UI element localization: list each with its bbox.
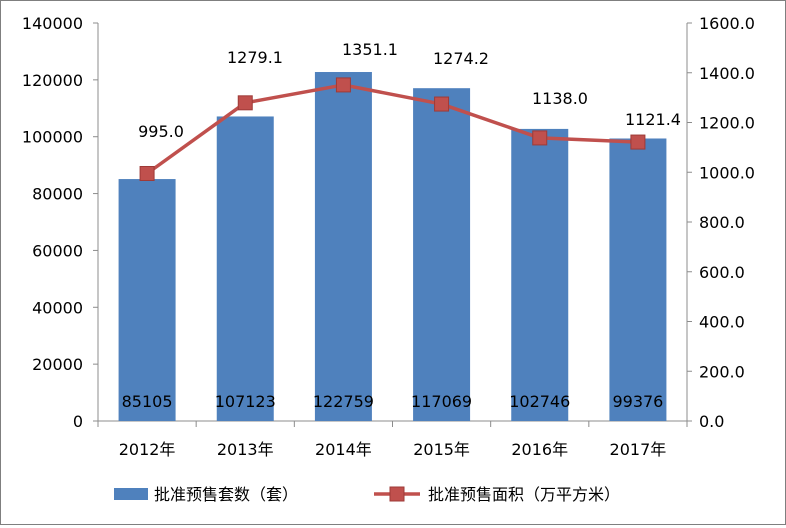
x-tick-label: 2017年 [610,440,667,459]
legend-bar-swatch [114,488,148,500]
line-marker [139,165,155,181]
data-labels: 85105 107123 122759 117069 102746 99376 995.0 1… [122,40,681,411]
bar-series [118,72,667,422]
y-right-tick-label: 1000.0 [699,163,755,182]
y-right-tick-label: 200.0 [699,362,745,381]
bar [609,138,667,422]
y-left-tick-label: 0 [73,412,83,431]
y-right-tick-label: 1400.0 [699,64,755,83]
line-data-label: 1138.0 [532,89,588,108]
y-left-tick-label: 100000 [22,128,83,147]
bar-data-label: 117069 [411,392,472,411]
y-right-tick-label: 600.0 [699,263,745,282]
y-left-tick-label: 140000 [22,14,83,33]
bar [511,128,569,421]
bar [118,179,176,421]
bar [413,88,471,421]
axes: 0 20000 40000 60000 80000 100000 120000 140000 0… [22,14,755,459]
bar-data-label: 99376 [612,392,663,411]
bar [216,116,274,422]
x-tick-label: 2014年 [315,440,372,459]
bar-data-label: 122759 [313,392,374,411]
bar-data-label: 107123 [215,392,276,411]
y-right-tick-label: 1200.0 [699,114,755,133]
line-data-label: 1121.4 [625,110,681,129]
x-tick-label: 2016年 [511,440,568,459]
y-right-tick-label: 1600.0 [699,14,755,33]
legend-line-label: 批准预售面积（万平方米） [428,485,620,504]
line-series [139,77,646,181]
x-tick-label: 2013年 [217,440,274,459]
line-path [146,83,638,175]
y-left-tick-label: 40000 [32,298,83,317]
y-left-tick-label: 80000 [32,185,83,204]
y-left-tick-label: 60000 [32,241,83,260]
legend: 批准预售套数（套） 批准预售面积（万平方米） [114,485,620,504]
x-tick-label: 2015年 [413,440,470,459]
legend-line-marker [389,486,405,502]
line-data-label: 1351.1 [342,40,398,59]
y-right-tick-label: 0.0 [699,412,724,431]
line-data-label: 1279.1 [227,48,283,67]
x-tick-label: 2012年 [119,440,176,459]
bar-data-label: 102746 [509,392,570,411]
y-right-tick-label: 800.0 [699,213,745,232]
line-marker [630,134,646,150]
line-marker [335,77,351,93]
y-right-tick-label: 400.0 [699,313,745,332]
line-data-label: 995.0 [138,122,184,141]
line-marker [532,130,548,146]
y-left-tick-label: 120000 [22,71,83,90]
bar-data-label: 85105 [122,392,173,411]
legend-bar-label: 批准预售套数（套） [154,485,298,504]
bar [314,72,372,421]
line-marker [434,96,450,112]
line-marker [237,95,253,111]
y-left-tick-label: 20000 [32,355,83,374]
line-data-label: 1274.2 [433,49,489,68]
